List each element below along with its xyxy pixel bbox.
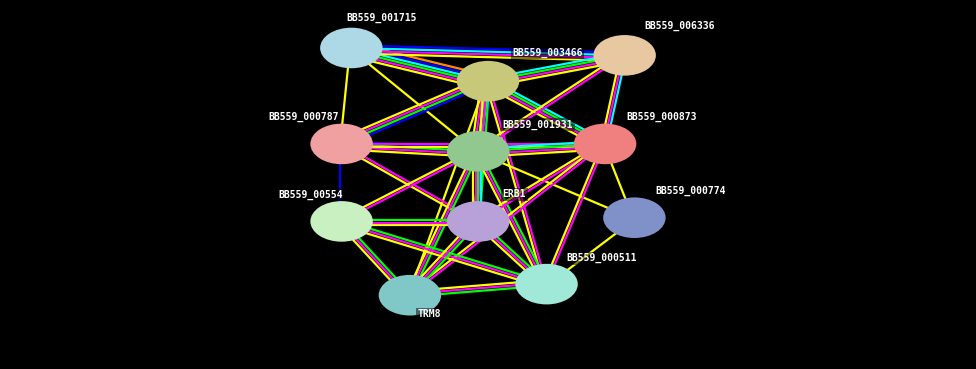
Text: BB559_000873: BB559_000873: [627, 112, 697, 122]
Ellipse shape: [320, 28, 383, 68]
Ellipse shape: [574, 124, 636, 164]
Ellipse shape: [515, 264, 578, 304]
Text: BB559_000511: BB559_000511: [566, 253, 636, 263]
Text: BB559_000787: BB559_000787: [268, 112, 339, 122]
Text: BB559_003466: BB559_003466: [512, 47, 583, 58]
Text: BB559_006336: BB559_006336: [644, 21, 714, 31]
Ellipse shape: [310, 124, 373, 164]
Text: BB559_00554: BB559_00554: [278, 189, 343, 200]
Ellipse shape: [447, 131, 509, 172]
Text: ERB1: ERB1: [503, 189, 526, 199]
Text: BB559_000774: BB559_000774: [656, 186, 726, 196]
Ellipse shape: [447, 201, 509, 242]
Text: TRM8: TRM8: [418, 309, 441, 319]
Ellipse shape: [310, 201, 373, 242]
Ellipse shape: [593, 35, 656, 76]
Text: BB559_001715: BB559_001715: [346, 12, 417, 23]
Ellipse shape: [603, 197, 666, 238]
Ellipse shape: [457, 61, 519, 101]
Ellipse shape: [379, 275, 441, 315]
Text: BB559_001931: BB559_001931: [503, 119, 573, 130]
